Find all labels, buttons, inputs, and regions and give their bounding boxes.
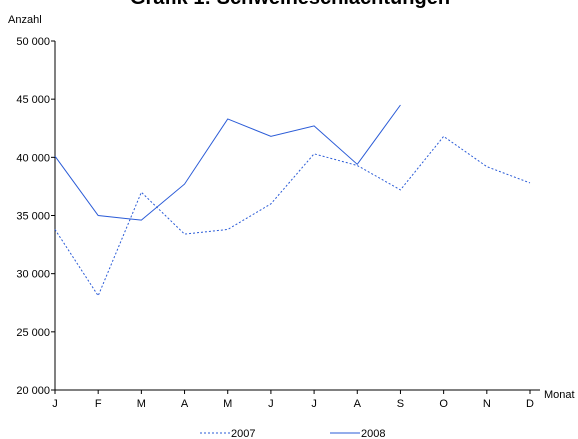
- y-tick-label: 20 000: [16, 385, 50, 397]
- x-tick-label: A: [354, 398, 362, 410]
- legend-label: 2008: [361, 428, 385, 439]
- x-tick-label: A: [181, 398, 189, 410]
- x-tick-label: J: [268, 398, 274, 410]
- y-tick-label: 45 000: [16, 94, 50, 106]
- x-tick-label: J: [52, 398, 58, 410]
- series-line: [54, 104, 401, 221]
- x-tick-label: F: [95, 398, 102, 410]
- y-axis-label: Anzahl: [8, 14, 42, 26]
- y-tick-label: 40 000: [16, 152, 50, 164]
- x-tick-label: O: [439, 398, 448, 410]
- y-tick-label: 25 000: [16, 327, 50, 339]
- y-tick-label: 30 000: [16, 269, 50, 281]
- y-tick-label: 35 000: [16, 211, 50, 223]
- x-tick-label: D: [526, 398, 534, 410]
- x-tick-label: N: [483, 398, 491, 410]
- x-tick-label: M: [223, 398, 232, 410]
- x-tick-label: M: [137, 398, 146, 410]
- x-tick-label: J: [311, 398, 317, 410]
- x-tick-label: S: [397, 398, 404, 410]
- y-tick-label: 50 000: [16, 36, 50, 48]
- series-line: [54, 135, 531, 297]
- legend-label: 2007: [231, 428, 255, 439]
- chart-title: Grafik 1: Schweineschlachtungen: [130, 0, 450, 9]
- x-axis-label: Monat: [544, 389, 575, 401]
